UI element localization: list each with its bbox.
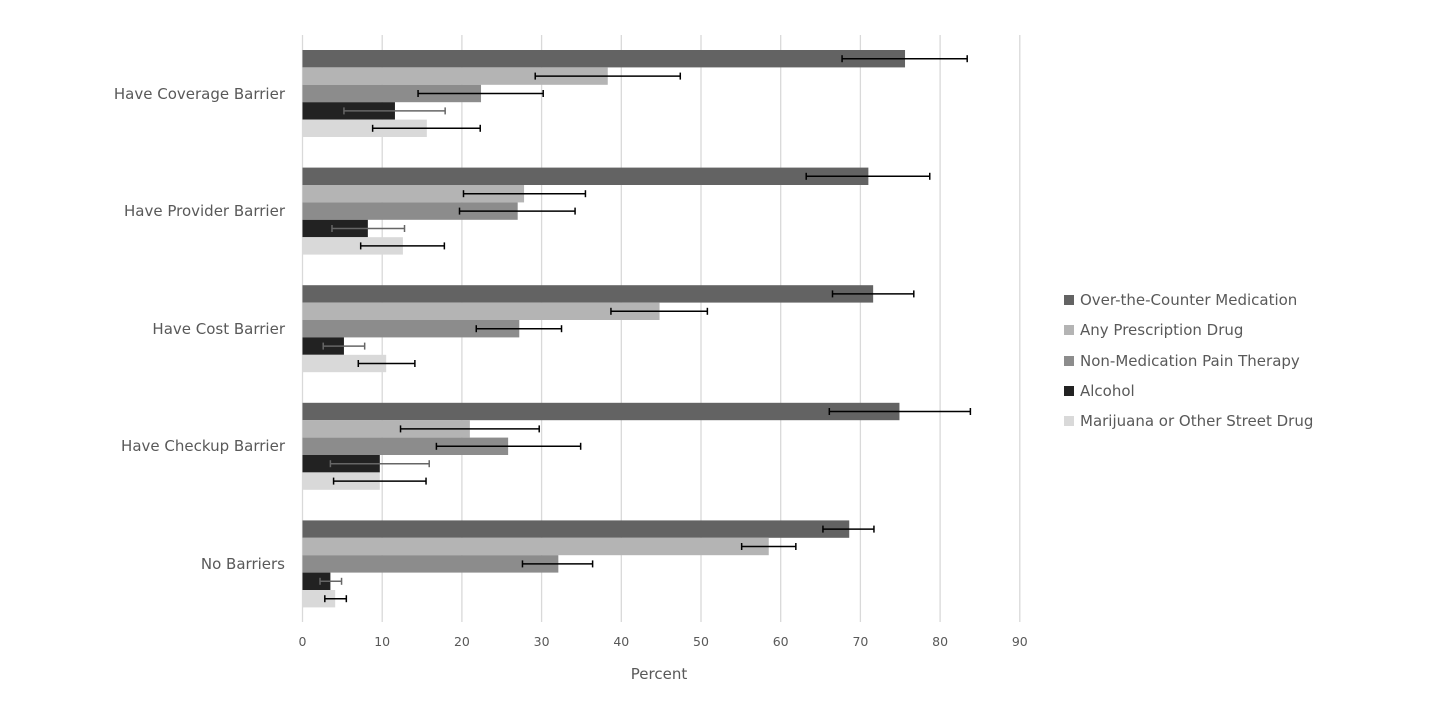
legend-label: Alcohol: [1080, 382, 1135, 401]
bar: [302, 320, 520, 338]
x-tick-label: 60: [772, 634, 789, 649]
x-tick-label: 30: [533, 634, 550, 649]
x-axis-title: Percent: [630, 665, 688, 683]
bar: [302, 167, 869, 185]
bar: [302, 354, 387, 373]
bar: [302, 537, 769, 556]
x-tick-label: 0: [298, 634, 307, 649]
category-label-checkup: Have Checkup Barrier: [121, 437, 285, 456]
x-tick-label: 20: [453, 634, 470, 649]
legend-swatch-icon: [1064, 355, 1074, 366]
x-tick-label: 90: [1011, 634, 1028, 649]
bar: [302, 202, 518, 220]
legend-swatch-icon: [1064, 386, 1074, 397]
chart-legend: Over-the-Counter Medication Any Prescrip…: [1064, 285, 1313, 436]
bar: [302, 84, 482, 103]
legend-label: Non-Medication Pain Therapy: [1080, 351, 1300, 370]
x-tick-label: 10: [374, 634, 391, 649]
bar: [302, 402, 900, 421]
bar: [302, 555, 559, 573]
x-tick-label: 40: [613, 634, 630, 649]
legend-item-marijuana: Marijuana or Other Street Drug: [1064, 406, 1313, 436]
bar: [302, 572, 331, 590]
legend-swatch-icon: [1064, 416, 1074, 427]
legend-item-non-medication: Non-Medication Pain Therapy: [1064, 346, 1313, 376]
x-tick-label: 50: [693, 634, 709, 649]
bar: [302, 420, 470, 438]
category-label-cost: Have Cost Barrier: [152, 319, 285, 338]
x-tick-label: 70: [852, 634, 869, 649]
bar: [302, 119, 427, 137]
legend-label: Marijuana or Other Street Drug: [1080, 412, 1314, 431]
x-tick-label: 80: [932, 634, 949, 649]
legend-swatch-icon: [1064, 325, 1074, 336]
legend-label: Any Prescription Drug: [1080, 321, 1244, 340]
bar: [302, 302, 660, 320]
legend-item-alcohol: Alcohol: [1064, 376, 1313, 406]
bar: [302, 437, 509, 455]
bar: [302, 67, 608, 85]
bar: [302, 237, 403, 255]
legend-swatch-icon: [1064, 295, 1074, 306]
bar: [302, 520, 850, 538]
bar: [302, 50, 906, 68]
bar: [302, 590, 336, 608]
legend-item-prescription: Any Prescription Drug: [1064, 315, 1313, 345]
category-label-coverage: Have Coverage Barrier: [113, 84, 285, 103]
legend-label: Over-the-Counter Medication: [1080, 291, 1298, 310]
bar: [302, 185, 525, 203]
category-label-no-barriers: No Barriers: [200, 554, 285, 573]
bar: [302, 285, 874, 303]
legend-item-otc: Over-the-Counter Medication: [1064, 285, 1313, 315]
category-label-provider: Have Provider Barrier: [124, 202, 285, 221]
